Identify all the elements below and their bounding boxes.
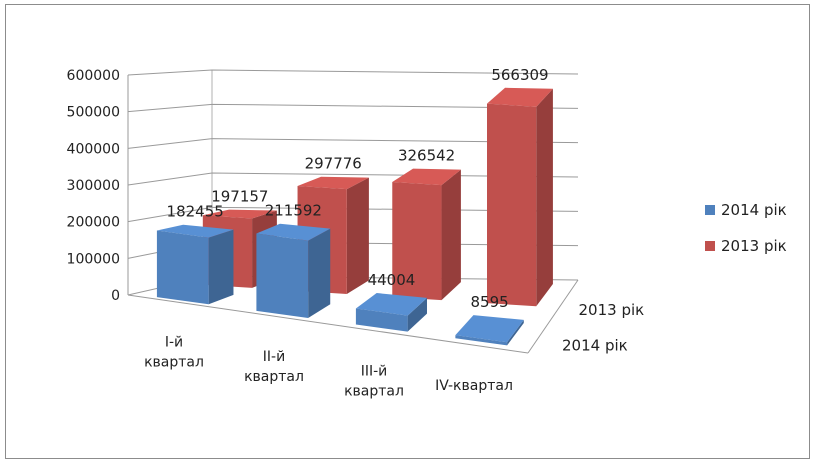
bar-front — [256, 233, 309, 318]
bar-top — [455, 315, 524, 343]
category-label: IV-квартал — [435, 378, 513, 394]
y-tick-label: 0 — [111, 288, 120, 304]
gridline — [127, 138, 579, 149]
bar-front — [355, 308, 408, 332]
y-tick-label: 100000 — [67, 251, 120, 267]
bar-side — [507, 319, 524, 346]
bar-front — [392, 181, 442, 301]
bar — [392, 168, 461, 301]
y-tick-label: 600000 — [67, 68, 120, 84]
bar — [455, 315, 524, 346]
bar-top — [202, 209, 277, 219]
y-tick-label: 200000 — [67, 215, 120, 231]
bar-top — [392, 168, 461, 186]
data-label: 197157 — [211, 188, 268, 206]
bar — [156, 224, 234, 305]
bar-side — [308, 228, 331, 318]
legend: 2014 рік 2013 рік — [705, 201, 787, 255]
bar-front — [455, 335, 508, 346]
y-axis-ticks: 0 100000 200000 300000 400000 500000 600000 — [67, 68, 120, 304]
depth-label: 2013 рік — [579, 301, 645, 319]
data-label: 182455 — [167, 203, 224, 221]
data-label: 44004 — [368, 271, 416, 289]
category-label: I-й — [165, 334, 183, 350]
data-labels: 197157 297776 326542 566309 182455 211592 4400… — [167, 66, 549, 311]
bars — [156, 87, 553, 346]
gridline — [127, 69, 579, 76]
bar-top — [297, 176, 369, 190]
bar-top — [355, 293, 428, 316]
y-tick-label: 400000 — [67, 141, 120, 157]
bar-top — [256, 223, 331, 241]
data-label: 211592 — [265, 202, 322, 220]
legend-swatch — [705, 205, 715, 215]
y-tick-label: 300000 — [67, 178, 120, 194]
bar — [256, 223, 331, 318]
bar — [487, 87, 553, 307]
bar-front — [156, 230, 209, 305]
data-label: 8595 — [470, 293, 508, 311]
y-tick-label: 500000 — [67, 105, 120, 121]
depth-label: 2014 рік — [562, 336, 628, 354]
floor-front-edge — [127, 294, 529, 354]
category-label: III-й — [361, 363, 388, 379]
bar-side — [208, 229, 234, 305]
data-label: 326542 — [398, 147, 455, 165]
bar-top — [156, 224, 234, 238]
bar — [355, 293, 428, 332]
legend-swatch — [705, 241, 715, 251]
depth-axis-labels: 2013 рік 2014 рік — [562, 301, 644, 354]
bar-side — [346, 177, 369, 295]
bar-side — [441, 169, 461, 301]
bar-front — [487, 103, 537, 307]
category-labels: I-й квартал II-й квартал III-й квартал IV-квар… — [144, 334, 513, 399]
bar-top — [487, 87, 553, 107]
floor-right-edge — [527, 279, 579, 354]
category-label: квартал — [144, 354, 204, 370]
category-label: квартал — [244, 369, 304, 385]
gridline — [127, 103, 579, 113]
bar-side — [407, 297, 428, 332]
legend-label: 2014 рік — [721, 201, 787, 219]
legend-label: 2013 рік — [721, 237, 787, 255]
category-label: II-й — [263, 349, 285, 365]
category-label: квартал — [344, 383, 404, 399]
bar-side — [536, 88, 553, 307]
data-label: 566309 — [491, 66, 548, 84]
data-label: 297776 — [305, 155, 362, 173]
